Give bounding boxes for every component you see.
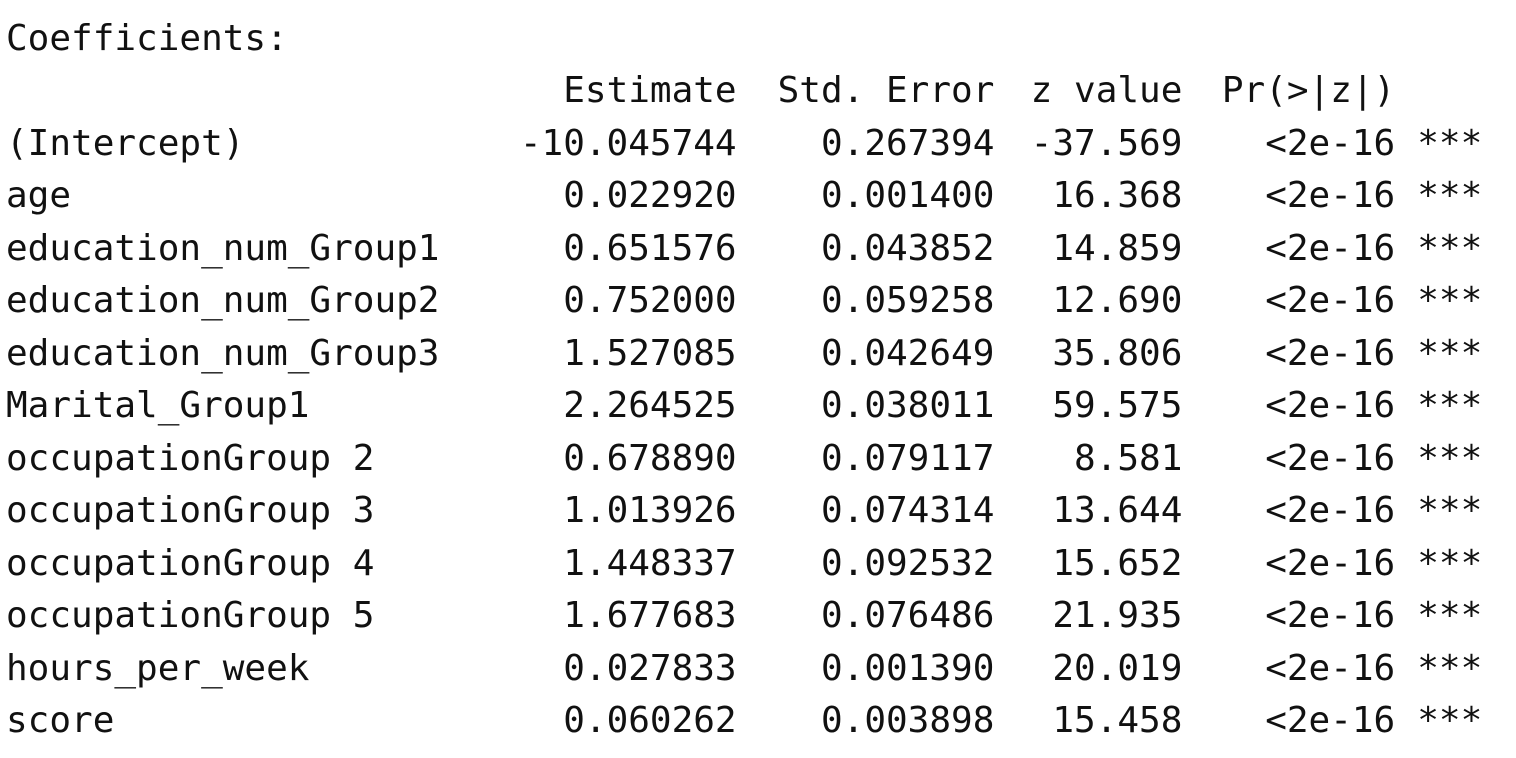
z-value: 13.644 — [1052, 490, 1183, 531]
p-value: <2e-16 — [1265, 595, 1396, 636]
term-name: (Intercept) — [6, 122, 245, 164]
std-error-value: 0.042649 — [820, 332, 995, 374]
p-value: <2e-16 — [1265, 542, 1396, 584]
term-name: occupationGroup 3 — [6, 490, 375, 531]
signif-stars: *** — [1417, 700, 1483, 741]
z-value: 35.806 — [1052, 332, 1183, 374]
z-value: 15.458 — [1052, 700, 1183, 741]
std-error-value: 0.043852 — [820, 227, 995, 269]
term-name: Marital_Group1 — [6, 385, 310, 426]
signif-stars: *** — [1417, 647, 1483, 689]
estimate-value: 1.013926 — [563, 490, 737, 531]
p-value: <2e-16 — [1265, 227, 1396, 269]
table-row: Marital_Group1 2.264525 0.038011 59.575 … — [6, 380, 1506, 433]
estimate-value: 0.022920 — [563, 175, 737, 216]
estimate-value: 0.060262 — [563, 700, 737, 741]
header-signif — [1395, 65, 1506, 118]
table-row: (Intercept) -10.045744 0.267394 -37.569 … — [6, 118, 1506, 171]
estimate-value: 0.678890 — [563, 437, 737, 479]
term-name: education_num_Group1 — [6, 227, 440, 269]
term-name: education_num_Group3 — [6, 332, 440, 374]
std-error-value: 0.003898 — [820, 700, 995, 741]
estimate-value: 0.752000 — [563, 280, 737, 321]
std-error-value: 0.001400 — [820, 175, 995, 216]
estimate-value: 1.527085 — [563, 332, 737, 374]
header-estimate: Estimate — [563, 70, 737, 111]
term-name: occupationGroup 4 — [6, 542, 375, 584]
z-value: 16.368 — [1052, 175, 1183, 216]
signif-stars: *** — [1417, 332, 1483, 374]
estimate-value: 0.027833 — [563, 647, 737, 689]
p-value: <2e-16 — [1265, 332, 1396, 374]
term-name: occupationGroup 5 — [6, 595, 375, 636]
p-value: <2e-16 — [1265, 175, 1396, 216]
std-error-value: 0.001390 — [820, 647, 995, 689]
p-value: <2e-16 — [1265, 122, 1396, 164]
header-term — [6, 65, 503, 118]
signif-stars: *** — [1417, 122, 1483, 164]
estimate-value: 2.264525 — [563, 385, 737, 426]
p-value: <2e-16 — [1265, 647, 1396, 689]
signif-stars: *** — [1417, 490, 1483, 531]
estimate-value: 0.651576 — [563, 227, 737, 269]
std-error-value: 0.079117 — [820, 437, 995, 479]
header-std-error: Std. Error — [777, 70, 995, 111]
table-header-row: Estimate Std. Error z value Pr(>|z|) — [6, 65, 1506, 118]
std-error-value: 0.038011 — [820, 385, 995, 426]
signif-stars: *** — [1417, 175, 1483, 216]
p-value: <2e-16 — [1265, 385, 1396, 426]
table-row: age 0.022920 0.001400 16.368 <2e-16 *** — [6, 170, 1506, 223]
p-value: <2e-16 — [1265, 437, 1396, 479]
p-value: <2e-16 — [1265, 700, 1396, 741]
signif-stars: *** — [1417, 542, 1483, 584]
z-value: 15.652 — [1052, 542, 1183, 584]
signif-stars: *** — [1417, 280, 1483, 321]
z-value: 12.690 — [1052, 280, 1183, 321]
z-value: 59.575 — [1052, 385, 1183, 426]
signif-stars: *** — [1417, 595, 1483, 636]
term-name: education_num_Group2 — [6, 280, 440, 321]
z-value: -37.569 — [1030, 122, 1183, 164]
std-error-value: 0.076486 — [820, 595, 995, 636]
coefficients-heading: Coefficients: — [6, 18, 288, 59]
console-output: Coefficients: Estimate Std. Error z valu… — [6, 12, 1506, 748]
estimate-value: -10.045744 — [519, 122, 737, 164]
header-p-value: Pr(>|z|) — [1221, 70, 1396, 111]
term-name: hours_per_week — [6, 647, 310, 689]
signif-stars: *** — [1417, 227, 1483, 269]
term-name: score — [6, 700, 115, 741]
table-row: hours_per_week 0.027833 0.001390 20.019 … — [6, 643, 1506, 696]
table-row: education_num_Group2 0.752000 0.059258 1… — [6, 275, 1506, 328]
std-error-value: 0.074314 — [820, 490, 995, 531]
estimate-value: 1.448337 — [563, 542, 737, 584]
coefficients-table: Estimate Std. Error z value Pr(>|z|) (In… — [6, 65, 1506, 748]
table-row: score 0.060262 0.003898 15.458 <2e-16 **… — [6, 695, 1506, 748]
table-row: occupationGroup 5 1.677683 0.076486 21.9… — [6, 590, 1506, 643]
z-value: 8.581 — [1074, 437, 1183, 479]
table-row: occupationGroup 2 0.678890 0.079117 8.58… — [6, 433, 1506, 486]
p-value: <2e-16 — [1265, 280, 1396, 321]
table-row: education_num_Group3 1.527085 0.042649 3… — [6, 328, 1506, 381]
std-error-value: 0.092532 — [820, 542, 995, 584]
table-row: education_num_Group1 0.651576 0.043852 1… — [6, 223, 1506, 276]
p-value: <2e-16 — [1265, 490, 1396, 531]
term-name: age — [6, 175, 72, 216]
signif-stars: *** — [1417, 437, 1483, 479]
estimate-value: 1.677683 — [563, 595, 737, 636]
z-value: 20.019 — [1052, 647, 1183, 689]
header-z-value: z value — [1030, 70, 1183, 111]
std-error-value: 0.059258 — [820, 280, 995, 321]
term-name: occupationGroup 2 — [6, 437, 375, 479]
table-row: occupationGroup 4 1.448337 0.092532 15.6… — [6, 538, 1506, 591]
table-row: occupationGroup 3 1.013926 0.074314 13.6… — [6, 485, 1506, 538]
z-value: 14.859 — [1052, 227, 1183, 269]
std-error-value: 0.267394 — [820, 122, 995, 164]
signif-stars: *** — [1417, 385, 1483, 426]
z-value: 21.935 — [1052, 595, 1183, 636]
